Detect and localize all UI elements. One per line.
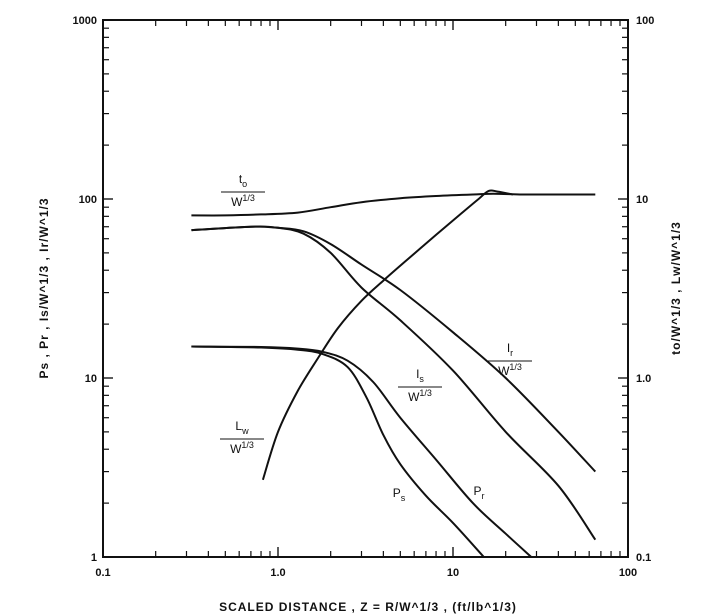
x-tick-label: 0.1 bbox=[95, 567, 110, 579]
curve-label-to-w-1-3: to W1/3 bbox=[221, 172, 265, 209]
curve-label-denominator: W1/3 bbox=[408, 388, 432, 404]
curve-label-lw-w-1-3: Lw W1/3 bbox=[220, 419, 264, 456]
x-tick-label: 100 bbox=[619, 567, 637, 579]
series-line-ps bbox=[191, 345, 485, 558]
curve-labels: to W1/3 Lw W1/3 Ir W1/3 Is W1/3 Pr Ps bbox=[220, 172, 532, 503]
y-tick-label-left: 100 bbox=[79, 194, 97, 206]
curve-label-denominator: W1/3 bbox=[230, 440, 254, 456]
curve-label-is-w-1-3: Is W1/3 bbox=[398, 367, 442, 404]
curves bbox=[191, 189, 597, 558]
y-tick-label-right: 0.1 bbox=[636, 552, 651, 564]
curve-label-text: Ps bbox=[393, 486, 406, 503]
y-tick-label-left: 1 bbox=[91, 552, 97, 564]
curve-label-text: to bbox=[239, 172, 247, 189]
curve-label-text: Pr bbox=[473, 484, 484, 501]
curve-label-denominator: W1/3 bbox=[498, 362, 522, 378]
ticks bbox=[102, 19, 629, 558]
curve-label-ir-w-1-3: Ir W1/3 bbox=[488, 341, 532, 378]
tick-labels: 0.1 1.0 10 100 1 10 100 1000 0.1 1.0 10 100 bbox=[73, 15, 655, 579]
series-line-ir-w-1-3 bbox=[191, 225, 597, 473]
y-tick-label-left: 1000 bbox=[73, 15, 97, 27]
series-line-pr bbox=[191, 345, 532, 558]
y-tick-label-right: 1.0 bbox=[636, 373, 651, 385]
y-axis-title-left: Ps , Pr , Is/W^1/3 , Ir/W^1/3 bbox=[37, 197, 51, 378]
curve-label-text: Ir bbox=[507, 341, 513, 358]
series-line-lw-w-1-3 bbox=[261, 189, 514, 481]
curve-label-pr: Pr bbox=[473, 484, 484, 501]
series-line-is-w-1-3 bbox=[191, 225, 597, 541]
y-tick-label-left: 10 bbox=[85, 373, 97, 385]
series-line-to-w-1-3 bbox=[191, 192, 596, 217]
curve-label-text: Is bbox=[416, 367, 424, 384]
x-axis-title: SCALED DISTANCE , Z = R/W^1/3 , (ft/lb^1… bbox=[219, 600, 517, 614]
curve-label-text: Lw bbox=[235, 419, 249, 436]
plot-frame bbox=[102, 19, 629, 558]
curve-label-denominator: W1/3 bbox=[231, 193, 255, 209]
x-tick-label: 10 bbox=[447, 567, 459, 579]
y-axis-title-right: to/W^1/3 , Lw/W^1/3 bbox=[669, 221, 683, 355]
x-tick-label: 1.0 bbox=[270, 567, 285, 579]
curve-label-ps: Ps bbox=[393, 486, 406, 503]
y-tick-label-right: 100 bbox=[636, 15, 654, 27]
y-tick-label-right: 10 bbox=[636, 194, 648, 206]
